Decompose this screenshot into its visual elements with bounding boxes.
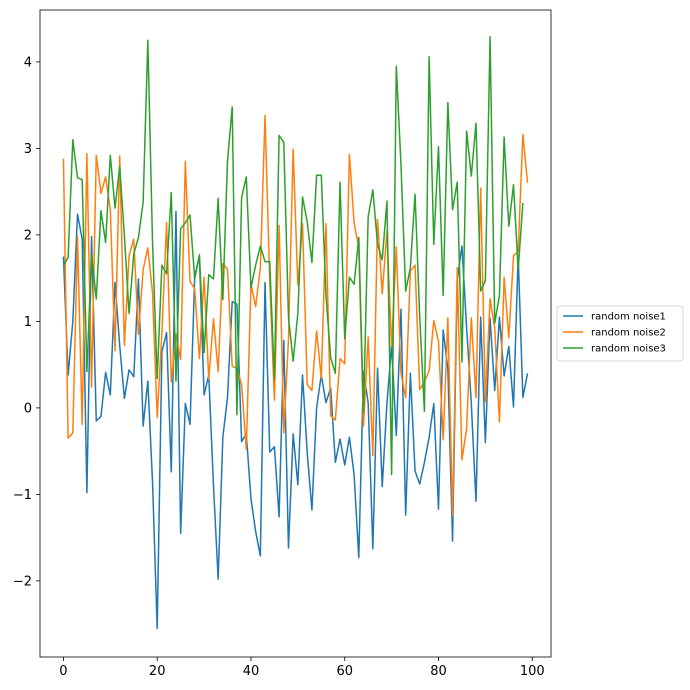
x-tick-label: 100: [520, 664, 545, 679]
x-tick-label: 0: [59, 664, 67, 679]
legend: random noise1 random noise2 random noise3: [556, 305, 684, 362]
axes-frame: [39, 9, 552, 658]
y-axis: −2 −1 0 1 2 3 4: [13, 55, 40, 589]
y-tick-label: 2: [24, 228, 32, 243]
y-tick-label: 3: [24, 142, 32, 157]
legend-label-1: random noise1: [591, 312, 666, 323]
plot-area: [39, 9, 552, 658]
x-tick-label: 20: [149, 664, 166, 679]
series-line-2: [62, 114, 529, 517]
y-tick-label: −2: [13, 574, 32, 589]
x-axis: 0 20 40 60 80 100: [59, 657, 545, 679]
series-line-3: [62, 36, 524, 476]
y-tick-label: 0: [24, 401, 32, 416]
legend-label-2: random noise2: [591, 328, 666, 339]
legend-box: [556, 305, 684, 362]
x-tick-label: 80: [430, 664, 447, 679]
legend-label-3: random noise3: [591, 344, 666, 355]
y-tick-label: 1: [24, 315, 32, 330]
x-tick-label: 60: [336, 664, 353, 679]
series-line-1: [62, 210, 529, 630]
series-layer: [62, 36, 529, 630]
x-tick-label: 40: [243, 664, 260, 679]
y-tick-label: −1: [13, 488, 32, 503]
y-tick-label: 4: [24, 55, 32, 70]
